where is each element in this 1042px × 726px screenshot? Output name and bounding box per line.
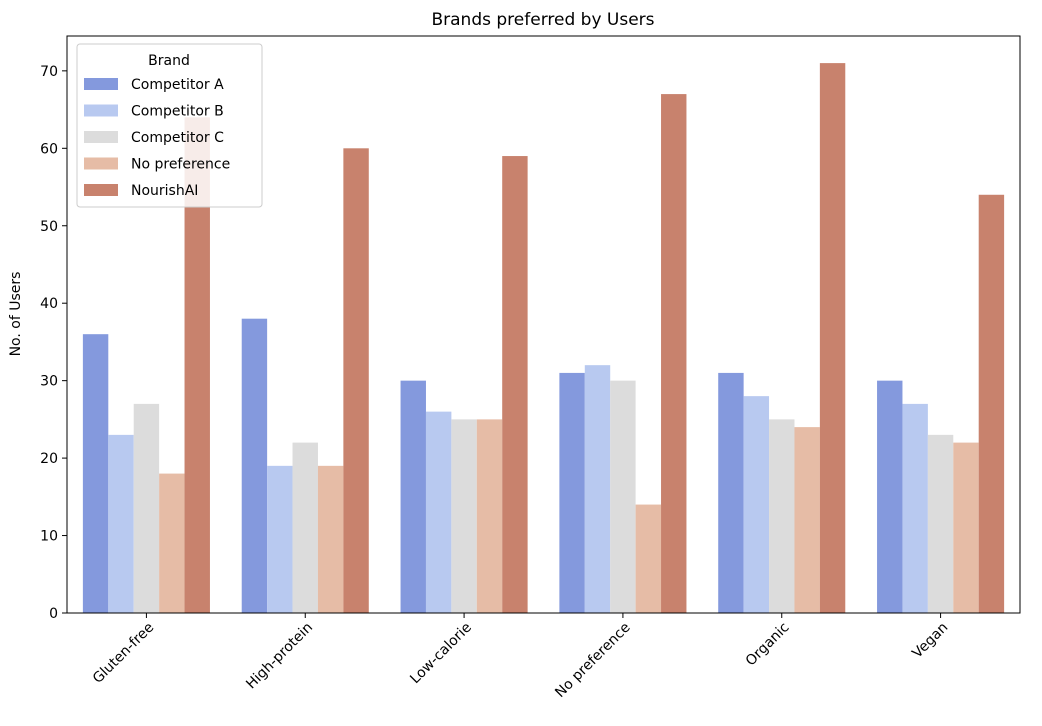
bar-no-preference-no-preference <box>635 504 662 613</box>
bar-nourishai-no-preference <box>661 94 687 613</box>
legend-swatch <box>84 131 118 143</box>
legend-swatch <box>84 157 118 170</box>
x-tick-label: High-protein <box>243 620 316 693</box>
bar-no-preference-high-protein <box>317 465 344 613</box>
bar-nourishai-high-protein <box>343 148 369 614</box>
bar-competitor-c-low-calorie <box>451 419 477 613</box>
bar-nourishai-organic <box>819 63 846 614</box>
y-tick-label: 60 <box>40 141 58 157</box>
bar-competitor-b-gluten-free <box>108 434 134 613</box>
y-tick-label: 40 <box>40 296 58 312</box>
x-tick-label: No preference <box>552 620 633 701</box>
y-tick-label: 70 <box>40 64 58 80</box>
plot-frame <box>66 35 1021 614</box>
y-tick-label: 20 <box>40 451 58 467</box>
bars-group <box>82 63 1005 614</box>
bar-nourishai-low-calorie <box>502 156 528 613</box>
bar-competitor-a-organic <box>718 372 744 613</box>
y-tick-label: 10 <box>40 529 58 545</box>
legend-swatch <box>84 78 118 90</box>
y-tick-label: 30 <box>40 374 58 390</box>
bar-competitor-b-high-protein <box>267 465 293 613</box>
bar-competitor-c-organic <box>769 419 795 613</box>
bar-no-preference-low-calorie <box>476 419 503 613</box>
bar-competitor-a-gluten-free <box>82 334 109 613</box>
bar-no-preference-gluten-free <box>159 473 185 613</box>
bar-nourishai-vegan <box>978 194 1005 614</box>
bar-competitor-c-vegan <box>927 434 954 613</box>
bar-competitor-a-vegan <box>877 380 903 613</box>
chart-title: Brands preferred by Users <box>431 10 654 30</box>
x-tick-label: Vegan <box>909 620 951 662</box>
legend-swatch <box>84 104 118 117</box>
x-tick-label: Gluten-free <box>90 620 157 687</box>
legend-label: Competitor A <box>131 77 224 93</box>
legend-swatch <box>84 184 118 196</box>
x-tick-label: Organic <box>743 620 793 670</box>
bar-competitor-a-no-preference <box>559 372 585 613</box>
bar-competitor-c-gluten-free <box>133 403 160 613</box>
legend-label: NourishAI <box>131 183 198 199</box>
bar-no-preference-organic <box>794 427 820 613</box>
legend-title: Brand <box>148 53 190 69</box>
legend-label: Competitor C <box>131 130 224 146</box>
y-axis-label: No. of Users <box>8 272 24 357</box>
legend-label: No preference <box>131 157 230 173</box>
legend: Brand Competitor A Competitor B Competitor … <box>76 43 263 208</box>
x-tick-label: Low-calorie <box>407 620 475 688</box>
bar-competitor-c-no-preference <box>610 380 636 613</box>
bar-competitor-b-no-preference <box>584 365 611 613</box>
bar-competitor-c-high-protein <box>292 442 318 613</box>
bar-competitor-b-vegan <box>902 403 928 613</box>
y-tick-label: 0 <box>49 606 58 622</box>
bar-competitor-b-low-calorie <box>425 411 452 613</box>
legend-label: Competitor B <box>131 104 224 120</box>
bar-competitor-a-high-protein <box>241 318 268 613</box>
y-tick-label: 50 <box>40 219 58 235</box>
bar-no-preference-vegan <box>953 442 979 613</box>
legend-box <box>76 43 263 208</box>
bar-competitor-a-low-calorie <box>400 380 426 613</box>
bar-competitor-b-organic <box>743 396 770 613</box>
